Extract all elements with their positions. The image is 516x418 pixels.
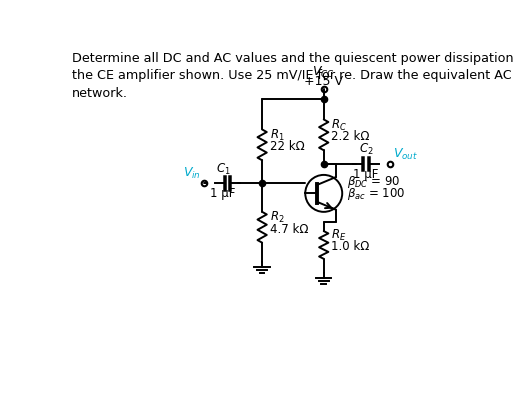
- Text: $R_2$: $R_2$: [270, 210, 284, 225]
- Text: Determine all DC and AC values and the quiescent power dissipation for
the CE am: Determine all DC and AC values and the q…: [72, 52, 516, 100]
- Text: 1 μF: 1 μF: [353, 168, 379, 181]
- Text: $\beta_{ac}$ = 100: $\beta_{ac}$ = 100: [347, 186, 405, 202]
- Text: $R_E$: $R_E$: [331, 228, 347, 243]
- Text: $C_2$: $C_2$: [359, 143, 374, 158]
- Text: $C_1$: $C_1$: [216, 162, 230, 177]
- Text: $V_{out}$: $V_{out}$: [393, 147, 418, 162]
- Text: $V_{CC}$: $V_{CC}$: [312, 65, 335, 80]
- Text: $V_{in}$: $V_{in}$: [183, 166, 201, 181]
- Text: 22 kΩ: 22 kΩ: [270, 140, 304, 153]
- Text: 1.0 kΩ: 1.0 kΩ: [331, 240, 370, 253]
- Text: 4.7 kΩ: 4.7 kΩ: [270, 223, 309, 236]
- Text: $\beta_{DC}$ = 90: $\beta_{DC}$ = 90: [347, 173, 400, 189]
- Text: $R_1$: $R_1$: [270, 128, 284, 143]
- Text: 1 μF: 1 μF: [210, 187, 236, 200]
- Text: $R_C$: $R_C$: [331, 118, 347, 133]
- Text: +15 V: +15 V: [304, 75, 343, 88]
- Text: 2.2 kΩ: 2.2 kΩ: [331, 130, 370, 143]
